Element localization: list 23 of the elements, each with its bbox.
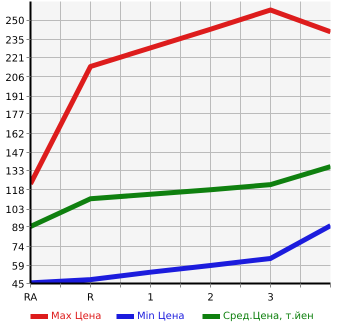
x-tick-label: R [87,292,94,304]
x-tick-label: RA [24,292,38,304]
x-tick-label: 2 [207,292,214,304]
y-tick-label: 206 [5,72,25,84]
y-tick-label: 162 [5,129,25,140]
x-tick-label: 3 [267,292,274,304]
y-tick-label: 89 [12,222,25,234]
legend-label: Сред.Цена, т.йен [223,310,314,322]
y-tick-label: 147 [5,148,25,160]
y-tick-label: 118 [5,186,25,197]
y-tick-label: 235 [5,36,25,47]
y-tick-label: 59 [12,262,25,273]
y-tick-label: 133 [5,166,25,178]
legend-label: Max Цена [51,310,102,322]
y-tick-label: 177 [5,110,25,121]
y-tick-label: 45 [12,280,25,290]
y-tick-label: 221 [5,53,25,64]
legend-label: Min Цена [137,310,185,322]
y-tick-label: 74 [12,242,25,254]
y-tick-label: 250 [5,16,25,28]
y-tick-label: 103 [5,205,25,216]
x-tick-label: 1 [147,292,154,304]
y-tick-label: 191 [5,92,25,104]
